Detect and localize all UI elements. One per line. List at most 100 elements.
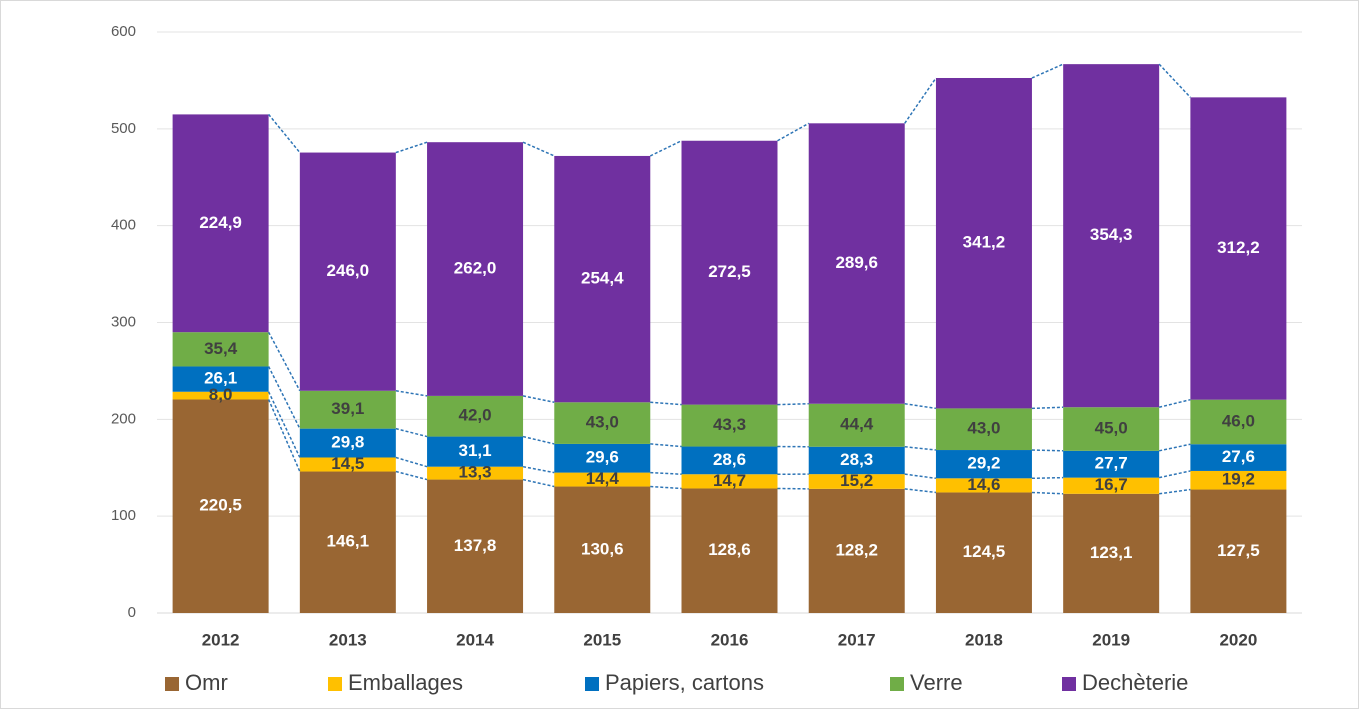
data-label: 220,5 — [199, 496, 242, 515]
bar-segment — [1063, 450, 1160, 478]
data-label: 246,0 — [327, 261, 370, 280]
series-line — [395, 427, 428, 438]
x-tick-label: 2014 — [456, 630, 494, 649]
data-label: 15,2 — [840, 471, 873, 490]
data-label: 42,0 — [459, 406, 492, 425]
bar-segment — [1190, 399, 1287, 445]
data-label: 14,7 — [713, 471, 746, 490]
legend-swatch — [1062, 677, 1076, 691]
series-line — [904, 403, 937, 410]
data-label: 43,0 — [967, 419, 1000, 438]
series-line — [268, 113, 301, 154]
legend-swatch — [890, 677, 904, 691]
data-label: 341,2 — [963, 233, 1006, 252]
x-tick-label: 2016 — [711, 630, 749, 649]
data-label: 29,6 — [586, 448, 619, 467]
data-label: 19,2 — [1222, 470, 1255, 489]
x-tick-label: 2015 — [583, 630, 621, 649]
series-line — [267, 366, 301, 429]
bar-segment — [299, 471, 396, 613]
data-label: 29,2 — [967, 454, 1000, 473]
legend-label: Dechèterie — [1082, 670, 1188, 695]
series-line — [777, 402, 809, 406]
bar-segment — [681, 404, 778, 447]
legend-swatch — [328, 677, 342, 691]
y-tick-label: 200 — [111, 410, 136, 427]
x-tick-label: 2013 — [329, 630, 367, 649]
series-line — [904, 473, 937, 480]
bar-segment — [427, 466, 524, 480]
data-label: 31,1 — [459, 441, 492, 460]
data-label: 14,6 — [967, 475, 1000, 494]
series-line — [395, 456, 428, 468]
bar-segment — [299, 428, 396, 458]
series-line — [1031, 476, 1064, 480]
series-line — [395, 141, 428, 154]
series-line — [522, 141, 555, 157]
data-label: 254,4 — [581, 269, 624, 288]
data-label: 123,1 — [1090, 543, 1133, 562]
series-line — [1031, 406, 1064, 410]
bar-segment — [554, 443, 651, 473]
bar-segment — [172, 391, 269, 400]
data-label: 44,4 — [840, 415, 874, 434]
bar-segment — [1063, 477, 1160, 494]
data-label: 16,7 — [1095, 475, 1128, 494]
y-tick-label: 400 — [111, 217, 136, 234]
legend-label: Omr — [185, 670, 228, 695]
bar-segment — [1063, 407, 1160, 451]
data-label: 128,2 — [835, 540, 878, 559]
x-tick-label: 2019 — [1092, 630, 1130, 649]
series-line — [395, 470, 428, 481]
data-label: 289,6 — [835, 253, 878, 272]
legend-swatch — [165, 677, 179, 691]
series-line — [1158, 63, 1191, 98]
bar-segment — [681, 474, 778, 489]
data-label: 130,6 — [581, 539, 624, 558]
data-label: 146,1 — [327, 532, 370, 551]
series-line — [1031, 449, 1064, 452]
data-label: 46,0 — [1222, 411, 1255, 430]
data-label: 13,3 — [459, 463, 492, 482]
bar-segment — [808, 474, 905, 489]
series-line — [650, 401, 682, 406]
data-label: 43,3 — [713, 415, 746, 434]
bar-segment — [681, 488, 778, 613]
y-tick-label: 100 — [111, 507, 136, 524]
bar-segment — [1190, 489, 1287, 613]
y-tick-label: 300 — [111, 313, 136, 330]
series-line — [522, 478, 555, 488]
bar-segment — [554, 402, 651, 444]
y-tick-label: 0 — [128, 604, 136, 621]
data-label: 28,6 — [713, 450, 746, 469]
data-label: 29,8 — [331, 433, 364, 452]
x-tick-label: 2020 — [1219, 630, 1257, 649]
bar-segment — [1190, 470, 1287, 490]
series-line — [522, 435, 555, 445]
bar-segment — [681, 140, 778, 405]
data-label: 312,2 — [1217, 238, 1260, 257]
bar-segment — [427, 436, 524, 467]
series-line — [267, 331, 301, 392]
data-label: 27,6 — [1222, 447, 1255, 466]
data-label: 45,0 — [1095, 419, 1128, 438]
bar-segment — [299, 390, 396, 429]
bar-segment — [554, 486, 651, 613]
series-line — [267, 391, 301, 458]
bar-segment — [1063, 64, 1160, 408]
series-line — [650, 443, 682, 448]
bar-segment — [172, 114, 269, 333]
data-label: 26,1 — [204, 369, 237, 388]
data-label: 39,1 — [331, 399, 364, 418]
series-line — [1031, 491, 1064, 495]
legend-label: Papiers, cartons — [605, 670, 764, 695]
bar-segment — [1190, 444, 1287, 471]
data-label: 224,9 — [199, 213, 242, 232]
series-line — [1159, 443, 1191, 452]
bar-segment — [935, 478, 1032, 493]
series-line — [777, 122, 810, 142]
series-line — [1159, 488, 1191, 495]
data-label: 8,0 — [209, 385, 233, 404]
data-label: 127,5 — [1217, 541, 1260, 560]
y-tick-label: 500 — [111, 120, 136, 137]
